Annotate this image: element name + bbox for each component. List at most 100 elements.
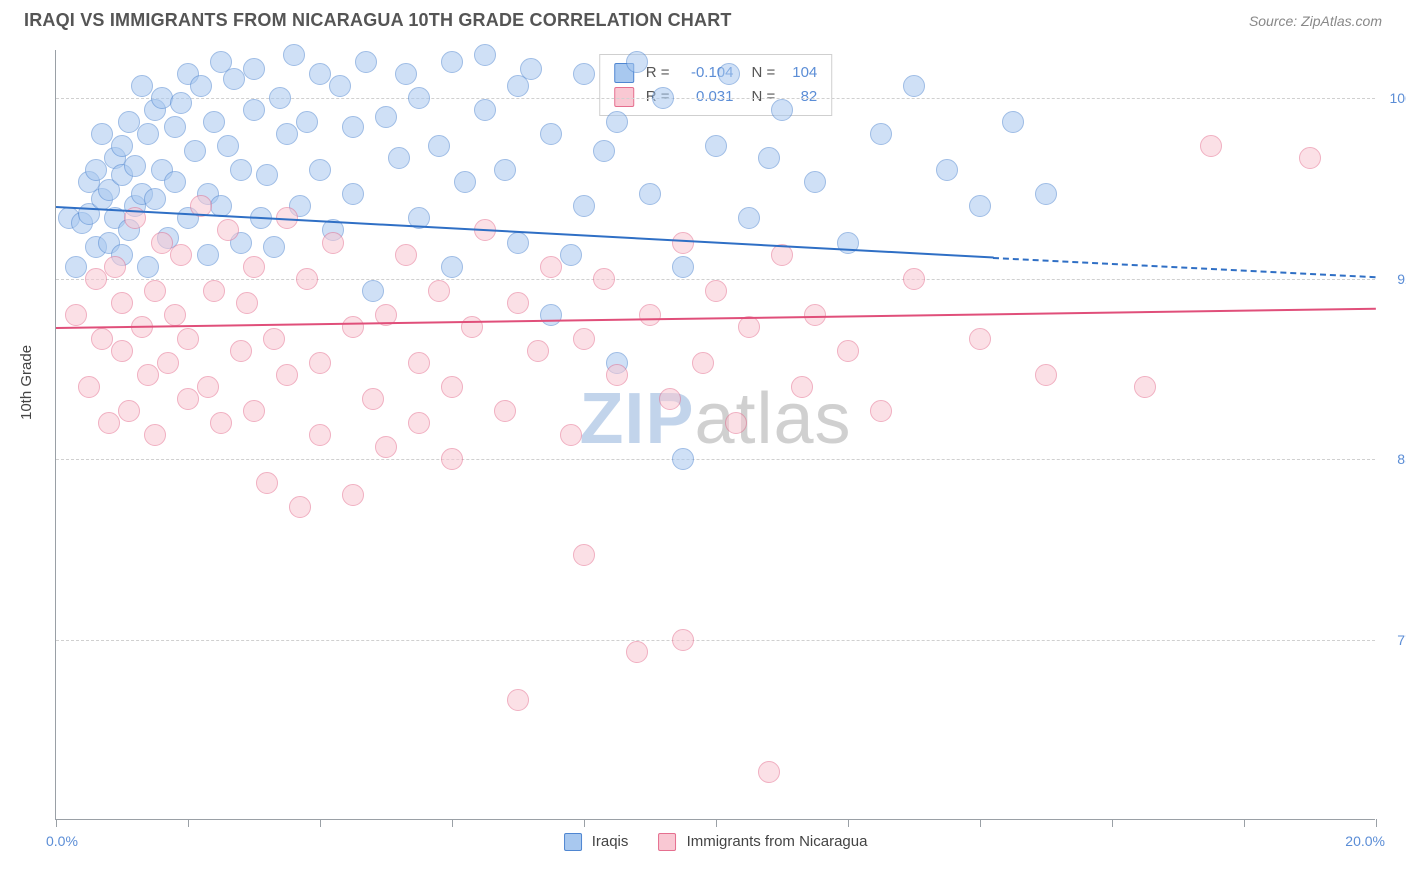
data-point — [111, 340, 133, 362]
data-point — [705, 135, 727, 157]
data-point — [355, 51, 377, 73]
data-point — [276, 364, 298, 386]
data-point — [144, 188, 166, 210]
data-point — [560, 244, 582, 266]
data-point — [474, 44, 496, 66]
data-point — [758, 147, 780, 169]
data-point — [236, 292, 258, 314]
data-point — [606, 111, 628, 133]
data-point — [164, 171, 186, 193]
data-point — [170, 92, 192, 114]
data-point — [263, 328, 285, 350]
data-point — [692, 352, 714, 374]
data-point — [573, 544, 595, 566]
data-point — [309, 63, 331, 85]
data-point — [540, 304, 562, 326]
data-point — [309, 352, 331, 374]
data-point — [289, 496, 311, 518]
data-point — [395, 63, 417, 85]
data-point — [626, 51, 648, 73]
data-point — [454, 171, 476, 193]
data-point — [197, 244, 219, 266]
data-point — [408, 352, 430, 374]
data-point — [738, 316, 760, 338]
x-tick — [1112, 819, 1113, 827]
n-label: N = — [752, 61, 776, 85]
x-tick — [1376, 819, 1377, 827]
x-tick — [188, 819, 189, 827]
data-point — [718, 63, 740, 85]
data-point — [276, 123, 298, 145]
data-point — [111, 135, 133, 157]
x-tick — [716, 819, 717, 827]
data-point — [738, 207, 760, 229]
data-point — [230, 340, 252, 362]
data-point — [170, 244, 192, 266]
data-point — [969, 328, 991, 350]
gridline — [56, 459, 1375, 460]
series-legend: Iraqis Immigrants from Nicaragua — [564, 833, 868, 851]
data-point — [507, 292, 529, 314]
trend-line-extrapolated — [993, 257, 1376, 278]
data-point — [85, 268, 107, 290]
data-point — [540, 123, 562, 145]
data-point — [329, 75, 351, 97]
data-point — [151, 232, 173, 254]
data-point — [203, 111, 225, 133]
data-point — [441, 448, 463, 470]
data-point — [164, 304, 186, 326]
data-point — [672, 629, 694, 651]
data-point — [184, 140, 206, 162]
x-tick — [848, 819, 849, 827]
data-point — [573, 328, 595, 350]
y-tick-label: 85.0% — [1397, 451, 1406, 467]
data-point — [408, 412, 430, 434]
r-label: R = — [646, 61, 670, 85]
data-point — [283, 44, 305, 66]
data-point — [725, 412, 747, 434]
data-point — [672, 448, 694, 470]
data-point — [507, 232, 529, 254]
x-tick — [1244, 819, 1245, 827]
gridline — [56, 640, 1375, 641]
legend-item-nicaragua: Immigrants from Nicaragua — [658, 833, 867, 851]
x-axis-min-label: 0.0% — [46, 833, 78, 849]
swatch-icon — [614, 87, 634, 107]
data-point — [190, 75, 212, 97]
data-point — [494, 159, 516, 181]
data-point — [322, 232, 344, 254]
data-point — [104, 256, 126, 278]
data-point — [151, 87, 173, 109]
data-point — [1299, 147, 1321, 169]
scatter-plot-area: R = -0.104 N = 104 R = 0.031 N = 82 ZIPa… — [55, 50, 1375, 820]
data-point — [217, 135, 239, 157]
data-point — [474, 99, 496, 121]
data-point — [210, 412, 232, 434]
data-point — [177, 388, 199, 410]
data-point — [203, 280, 225, 302]
data-point — [639, 304, 661, 326]
x-axis-max-label: 20.0% — [1345, 833, 1385, 849]
data-point — [936, 159, 958, 181]
data-point — [144, 424, 166, 446]
data-point — [362, 280, 384, 302]
data-point — [223, 68, 245, 90]
r-value: 0.031 — [678, 85, 734, 109]
data-point — [309, 424, 331, 446]
data-point — [118, 111, 140, 133]
data-point — [408, 87, 430, 109]
data-point — [494, 400, 516, 422]
data-point — [65, 256, 87, 278]
data-point — [296, 268, 318, 290]
data-point — [243, 400, 265, 422]
x-tick — [320, 819, 321, 827]
data-point — [1200, 135, 1222, 157]
data-point — [157, 352, 179, 374]
data-point — [375, 436, 397, 458]
data-point — [527, 340, 549, 362]
data-point — [342, 116, 364, 138]
data-point — [177, 328, 199, 350]
data-point — [243, 99, 265, 121]
data-point — [672, 232, 694, 254]
data-point — [461, 316, 483, 338]
